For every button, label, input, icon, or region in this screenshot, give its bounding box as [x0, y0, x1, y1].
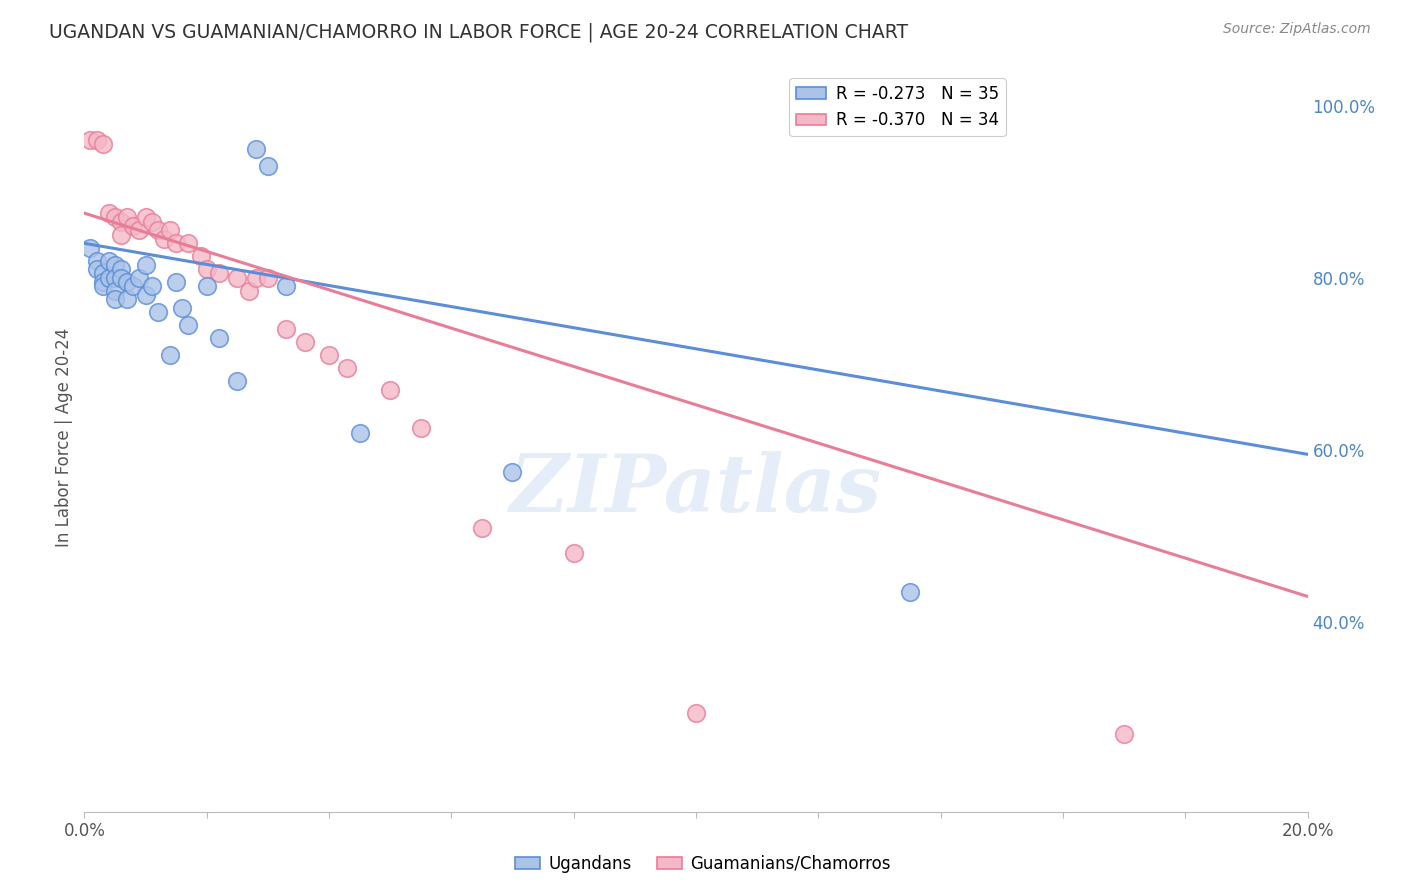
Y-axis label: In Labor Force | Age 20-24: In Labor Force | Age 20-24 [55, 327, 73, 547]
Point [104, 284, 127, 298]
Point [97, 206, 120, 220]
Point [153, 232, 176, 246]
Point [208, 331, 231, 345]
Point [318, 348, 340, 362]
Point [104, 258, 127, 272]
Point [195, 262, 218, 277]
Point [86, 262, 108, 277]
Point [110, 215, 132, 229]
Point [110, 262, 132, 277]
Point [409, 421, 432, 435]
Point [208, 267, 231, 281]
Point [502, 465, 524, 479]
Point [165, 275, 187, 289]
Point [91, 279, 114, 293]
Point [245, 142, 267, 156]
Text: Source: ZipAtlas.com: Source: ZipAtlas.com [1223, 22, 1371, 37]
Point [135, 288, 157, 302]
Point [562, 546, 585, 560]
Point [115, 293, 138, 307]
Point [128, 223, 150, 237]
Point [1114, 727, 1136, 741]
Point [226, 374, 249, 388]
Text: ZIPatlas: ZIPatlas [510, 450, 882, 528]
Point [122, 279, 145, 293]
Point [141, 215, 163, 229]
Point [91, 275, 114, 289]
Point [238, 284, 260, 298]
Point [104, 293, 127, 307]
Point [79, 241, 101, 255]
Point [380, 383, 402, 397]
Point [159, 348, 181, 362]
Point [177, 318, 200, 332]
Legend: R = -0.273   N = 35, R = -0.370   N = 34: R = -0.273 N = 35, R = -0.370 N = 34 [789, 78, 1005, 136]
Point [685, 706, 707, 720]
Point [257, 270, 280, 285]
Point [104, 211, 127, 225]
Point [128, 270, 150, 285]
Point [349, 425, 371, 440]
Point [177, 236, 200, 251]
Point [898, 585, 921, 599]
Point [91, 137, 114, 152]
Point [172, 301, 194, 315]
Point [110, 227, 132, 242]
Point [79, 133, 101, 147]
Point [86, 253, 108, 268]
Point [97, 270, 120, 285]
Point [245, 270, 267, 285]
Point [257, 159, 280, 173]
Point [146, 305, 169, 319]
Point [226, 270, 249, 285]
Point [146, 223, 169, 237]
Point [115, 275, 138, 289]
Point [276, 322, 298, 336]
Point [190, 249, 212, 263]
Point [91, 267, 114, 281]
Text: UGANDAN VS GUAMANIAN/CHAMORRO IN LABOR FORCE | AGE 20-24 CORRELATION CHART: UGANDAN VS GUAMANIAN/CHAMORRO IN LABOR F… [49, 22, 908, 42]
Point [159, 223, 181, 237]
Point [97, 253, 120, 268]
Point [471, 520, 494, 534]
Point [104, 270, 127, 285]
Point [135, 258, 157, 272]
Legend: Ugandans, Guamanians/Chamorros: Ugandans, Guamanians/Chamorros [509, 848, 897, 880]
Point [86, 133, 108, 147]
Point [115, 211, 138, 225]
Point [141, 279, 163, 293]
Point [122, 219, 145, 233]
Point [336, 361, 359, 376]
Point [195, 279, 218, 293]
Point [276, 279, 298, 293]
Point [135, 211, 157, 225]
Point [110, 270, 132, 285]
Point [294, 335, 316, 350]
Point [165, 236, 187, 251]
